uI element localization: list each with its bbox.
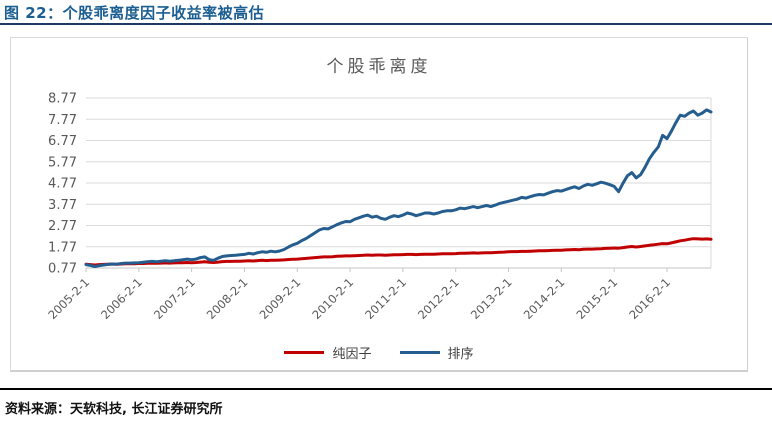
legend-item-pure-factor: 纯因子 bbox=[284, 343, 372, 362]
blue-line-swatch bbox=[399, 351, 440, 354]
y-axis-tick-label: 7.77 bbox=[48, 113, 77, 128]
red-line-swatch bbox=[284, 351, 325, 354]
y-axis-tick-label: 3.77 bbox=[48, 198, 77, 213]
source-note: 资料来源：天软科技, 长江证券研究所 bbox=[5, 402, 223, 417]
x-axis-tick-label: 2007-2-1 bbox=[151, 275, 198, 322]
figure-caption: 图 22：个股乖离度因子收益率被高估 bbox=[4, 4, 265, 22]
footer-rule bbox=[0, 388, 772, 390]
chart-title: 个股乖离度 bbox=[326, 57, 432, 77]
y-axis-tick-label: 2.77 bbox=[48, 219, 77, 234]
y-axis-tick-label: 6.77 bbox=[48, 134, 77, 149]
series-line-1 bbox=[84, 108, 713, 268]
caption-underline bbox=[0, 23, 772, 25]
x-axis-tick-label: 2010-2-1 bbox=[309, 275, 356, 322]
legend-item-ranking: 排序 bbox=[399, 343, 474, 362]
x-axis-tick-label: 2013-2-1 bbox=[468, 275, 515, 322]
x-axis-tick-label: 2012-2-1 bbox=[415, 275, 462, 322]
x-axis-tick-label: 2011-2-1 bbox=[362, 275, 409, 322]
legend-label-pure-factor: 纯因子 bbox=[332, 347, 372, 362]
x-axis-tick-label: 2006-2-1 bbox=[98, 275, 145, 322]
series-line-0 bbox=[84, 237, 713, 267]
x-axis-tick-label: 2009-2-1 bbox=[257, 275, 304, 322]
x-axis-tick-label: 2015-2-1 bbox=[573, 275, 620, 322]
chart-legend: 纯因子 排序 bbox=[11, 343, 747, 362]
chart-card: 0.77 1.77 2.77 3.77 4.77 5.77 6.77 7.77 8.77 2005… bbox=[10, 37, 748, 372]
y-axis-tick-label: 4.77 bbox=[48, 177, 77, 192]
y-axis-tick-label: 1.77 bbox=[48, 240, 77, 255]
x-axis-tick-label: 2005-2-1 bbox=[45, 275, 92, 322]
y-axis-tick-label: 0.77 bbox=[48, 262, 77, 277]
y-axis-tick-label: 5.77 bbox=[48, 155, 77, 170]
legend-label-ranking: 排序 bbox=[447, 347, 474, 362]
x-axis-tick-label: 2008-2-1 bbox=[204, 275, 251, 322]
x-axis-tick-label: 2016-2-1 bbox=[626, 275, 673, 322]
x-axis-tick-label: 2014-2-1 bbox=[521, 275, 568, 322]
line-chart: 0.77 1.77 2.77 3.77 4.77 5.77 6.77 7.77 8.77 2005… bbox=[45, 92, 713, 322]
y-axis-tick-label: 8.77 bbox=[48, 92, 77, 107]
